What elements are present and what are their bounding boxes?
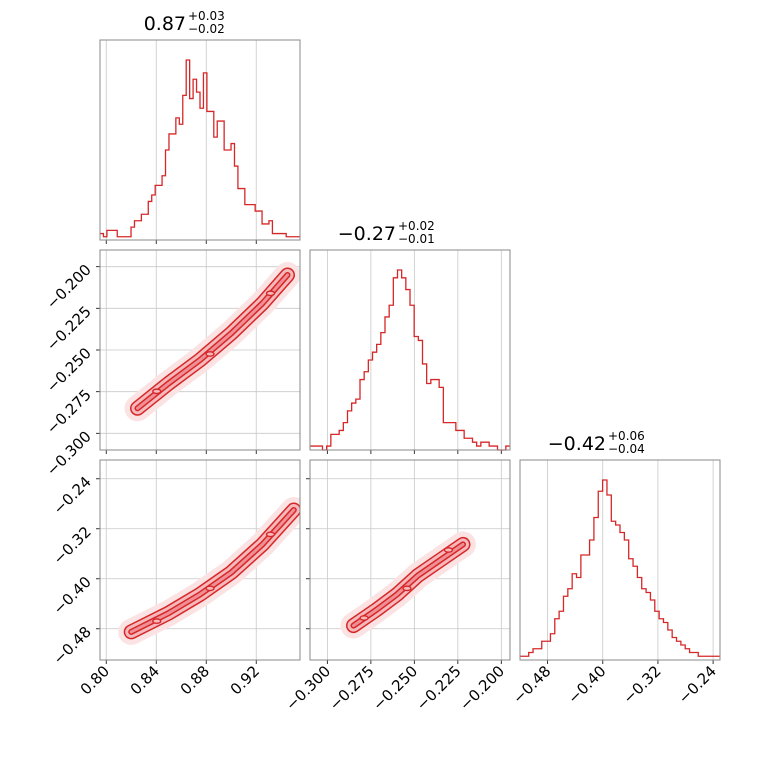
x-tick-label: −0.32: [620, 662, 665, 707]
panel-frame: [309, 459, 511, 661]
contour-island: [152, 388, 162, 395]
panel-frame: [309, 249, 511, 451]
density-contours: [118, 497, 300, 645]
panel-frame: [519, 459, 721, 661]
panel-2-0: 0.80 0.84 0.88 0.92 −0.24 −0.32 −0.40 −0.48: [50, 459, 301, 698]
x-tick-label: 0.80: [77, 662, 113, 698]
contour-island: [443, 547, 454, 553]
panel-1-0: −0.200−0.225−0.250−0.275−0.300: [43, 249, 301, 479]
y-tick-label: −0.24: [50, 473, 95, 518]
panel-title: 0.87 +0.03−0.02: [144, 9, 225, 36]
density-contours: [124, 262, 300, 422]
x-tick-label: 0.92: [227, 662, 263, 698]
panel-2-1: −0.300−0.275−0.250−0.225−0.200: [282, 459, 511, 714]
title-minus-error: −0.04: [608, 442, 645, 456]
title-value: −0.42: [548, 433, 606, 455]
histogram-step: [520, 479, 720, 657]
panel-0-0: 0.87 +0.03−0.02: [99, 9, 301, 244]
x-tick-label: −0.225: [413, 662, 465, 714]
panel-frame: [99, 459, 301, 661]
density-contours: [340, 531, 476, 639]
contour-island: [265, 531, 276, 538]
panel-1-1: −0.27 +0.02−0.01: [309, 219, 511, 454]
contour-island: [265, 290, 276, 297]
x-tick-label: −0.40: [564, 662, 609, 707]
title-minus-error: −0.02: [188, 22, 225, 36]
contour-core: [136, 273, 289, 410]
y-tick-label: −0.200: [43, 261, 95, 313]
panel-frame: [99, 39, 301, 241]
y-tick-label: −0.40: [50, 573, 95, 618]
y-tick-label: −0.48: [50, 623, 95, 668]
x-tick-label: −0.200: [456, 662, 508, 714]
x-tick-label: 0.88: [177, 662, 213, 698]
title-plus-error: +0.02: [398, 219, 435, 233]
y-tick-label: −0.275: [43, 386, 95, 438]
contour-island: [205, 585, 215, 592]
contour-core: [352, 542, 465, 628]
histogram-step: [100, 59, 300, 238]
title-plus-error: +0.03: [188, 9, 225, 23]
panel-title: −0.42 +0.06−0.04: [548, 429, 645, 456]
y-tick-label: −0.300: [43, 427, 95, 479]
panel-2-2: −0.48 −0.40 −0.32 −0.24 −0.42 +0.06−0.04: [509, 429, 721, 707]
contour-island: [402, 585, 412, 592]
title-minus-error: −0.01: [398, 232, 435, 246]
y-tick-label: −0.32: [50, 523, 95, 568]
contour-core: [129, 508, 296, 634]
contour-island: [152, 618, 162, 625]
x-tick-label: 0.84: [127, 662, 163, 698]
x-tick-label: −0.275: [326, 662, 378, 714]
title-plus-error: +0.06: [608, 429, 645, 443]
x-tick-label: −0.24: [675, 662, 720, 707]
title-value: 0.87: [144, 13, 186, 35]
panel-frame: [99, 249, 301, 451]
contour-island: [205, 351, 215, 357]
title-value: −0.27: [338, 223, 396, 245]
x-tick-label: −0.300: [282, 662, 334, 714]
y-tick-label: −0.225: [43, 302, 95, 354]
histogram-step: [310, 269, 510, 451]
contour-island: [359, 615, 369, 621]
y-tick-label: −0.250: [43, 344, 95, 396]
panel-title: −0.27 +0.02−0.01: [338, 219, 435, 246]
x-tick-label: −0.250: [369, 662, 421, 714]
x-tick-label: −0.48: [509, 662, 554, 707]
